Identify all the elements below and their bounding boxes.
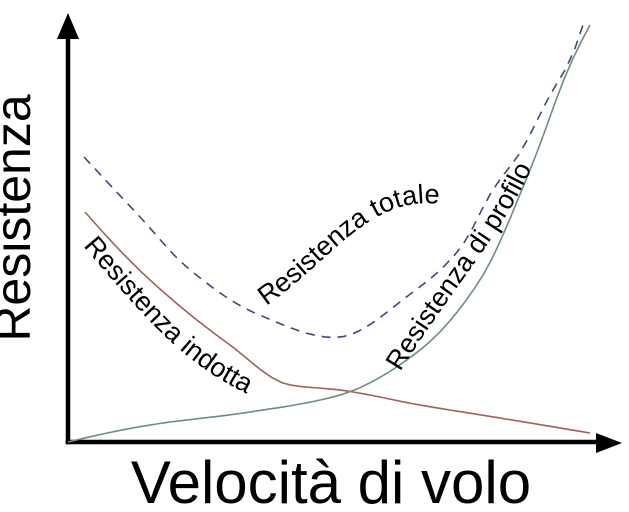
svg-text:Velocità di volo: Velocità di volo — [131, 449, 531, 512]
svg-text:Resistenza totale: Resistenza totale — [252, 179, 440, 311]
svg-text:Resistenza indotta: Resistenza indotta — [78, 230, 258, 399]
svg-text:Resistenza: Resistenza — [0, 94, 41, 342]
